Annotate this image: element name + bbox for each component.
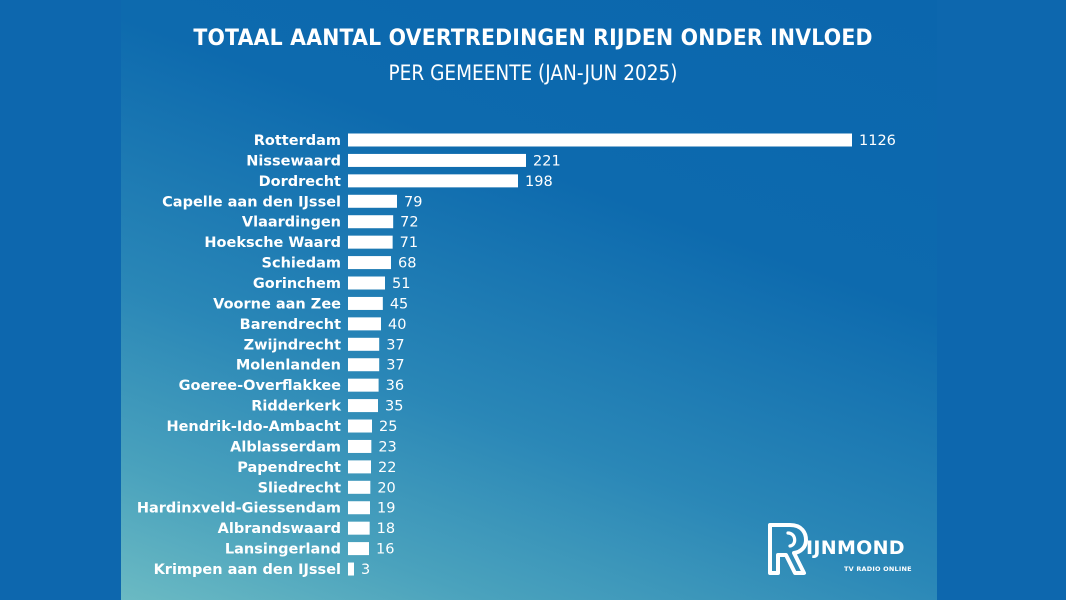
value-label: 37 bbox=[386, 358, 404, 374]
category-label: Vlaardingen bbox=[242, 215, 341, 231]
category-label: Zwijndrecht bbox=[244, 337, 341, 353]
bar bbox=[348, 419, 372, 433]
value-label: 51 bbox=[392, 276, 410, 292]
value-label: 79 bbox=[404, 194, 422, 210]
rijnmond-r-icon bbox=[768, 523, 808, 575]
category-label: Gorinchem bbox=[253, 276, 341, 292]
chart-panel bbox=[121, 0, 937, 600]
value-label: 36 bbox=[386, 378, 404, 394]
value-label: 20 bbox=[377, 480, 395, 496]
bar bbox=[348, 439, 372, 453]
value-label: 221 bbox=[533, 153, 561, 169]
bars-group: Rotterdam 1126 Nissewaard 221 Dordrecht 198 Ca… bbox=[137, 133, 896, 578]
bar bbox=[348, 215, 394, 229]
value-label: 23 bbox=[378, 439, 396, 455]
bar bbox=[348, 358, 380, 372]
bar bbox=[348, 296, 383, 310]
bar bbox=[348, 480, 371, 494]
category-label: Voorne aan Zee bbox=[213, 296, 341, 312]
bar bbox=[348, 542, 369, 556]
category-label: Nissewaard bbox=[246, 153, 341, 169]
bar bbox=[348, 194, 397, 208]
value-label: 71 bbox=[400, 235, 418, 251]
category-label: Sliedrecht bbox=[258, 480, 342, 496]
value-label: 25 bbox=[379, 419, 397, 435]
bar bbox=[348, 337, 380, 351]
value-label: 198 bbox=[525, 174, 553, 190]
category-label: Lansingerland bbox=[225, 542, 341, 558]
bar bbox=[348, 399, 378, 413]
bar bbox=[348, 256, 391, 270]
category-label: Schiedam bbox=[262, 256, 341, 272]
logo-tagline: TV RADIO ONLINE bbox=[844, 565, 912, 573]
category-label: Dordrecht bbox=[259, 174, 341, 190]
bar bbox=[348, 276, 385, 290]
category-label: Albrandswaard bbox=[218, 521, 341, 537]
value-label: 37 bbox=[386, 337, 404, 353]
bar bbox=[348, 174, 518, 188]
value-label: 35 bbox=[385, 399, 403, 415]
value-label: 40 bbox=[388, 317, 406, 333]
value-label: 45 bbox=[390, 296, 408, 312]
category-label: Rotterdam bbox=[254, 133, 341, 149]
category-label: Hendrik-Ido-Ambacht bbox=[166, 419, 341, 435]
logo-wordmark: IJNMOND bbox=[806, 537, 905, 559]
category-label: Papendrecht bbox=[237, 460, 341, 476]
rijnmond-logo: IJNMOND TV RADIO ONLINE bbox=[766, 521, 926, 581]
bar bbox=[348, 317, 381, 331]
chart-title: TOTAAL AANTAL OVERTREDINGEN RIJDEN ONDER… bbox=[193, 26, 873, 51]
bar bbox=[348, 521, 370, 535]
value-label: 18 bbox=[377, 521, 395, 537]
bar bbox=[348, 133, 852, 147]
category-label: Krimpen aan den IJssel bbox=[154, 562, 341, 578]
value-label: 16 bbox=[376, 542, 394, 558]
category-label: Molenlanden bbox=[236, 358, 341, 374]
category-label: Capelle aan den IJssel bbox=[162, 194, 341, 210]
bar bbox=[348, 562, 354, 576]
chart-subtitle: PER GEMEENTE (JAN-JUN 2025) bbox=[388, 61, 678, 85]
category-label: Hoeksche Waard bbox=[204, 235, 341, 251]
category-label: Hardinxveld-Giessendam bbox=[137, 501, 341, 517]
value-label: 1126 bbox=[859, 133, 896, 149]
value-label: 72 bbox=[400, 215, 418, 231]
value-label: 22 bbox=[378, 460, 396, 476]
category-label: Goeree-Overflakkee bbox=[179, 378, 342, 394]
bar bbox=[348, 460, 371, 474]
bar bbox=[348, 235, 393, 249]
bar bbox=[348, 501, 370, 515]
bar bbox=[348, 153, 526, 167]
category-label: Alblasserdam bbox=[230, 439, 341, 455]
category-label: Barendrecht bbox=[240, 317, 341, 333]
category-label: Ridderkerk bbox=[251, 399, 341, 415]
bar bbox=[348, 378, 379, 392]
value-label: 68 bbox=[398, 256, 416, 272]
value-label: 19 bbox=[377, 501, 395, 517]
value-label: 3 bbox=[361, 562, 370, 578]
